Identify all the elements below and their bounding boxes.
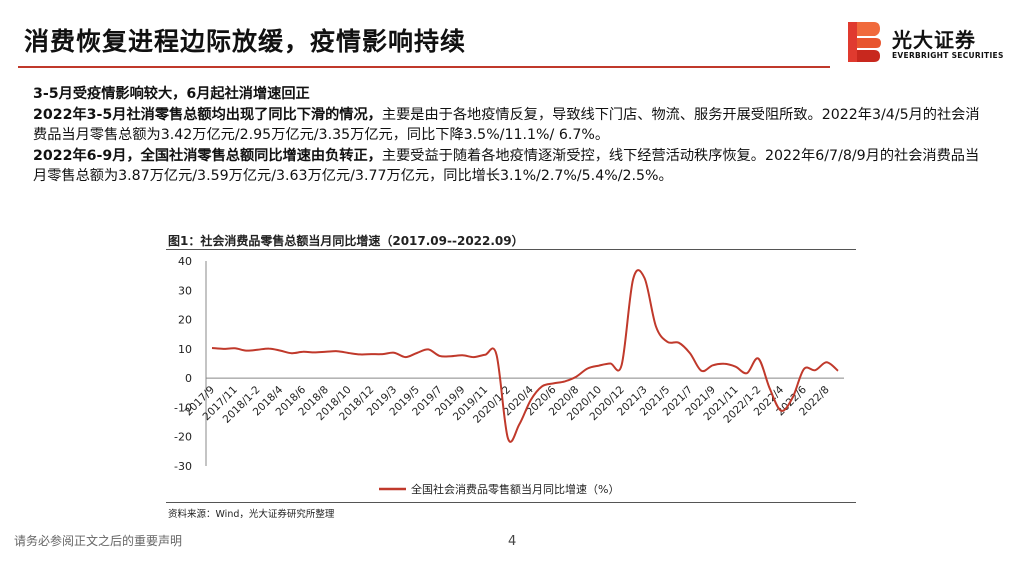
- figure-top-rule: [166, 249, 856, 250]
- paragraph-3-rest: 主要受益于随着各地疫情逐渐受控，线下经营活动秩序恢复。2022年6/7/8/9月…: [33, 147, 980, 185]
- y-tick-label: 0: [185, 372, 192, 385]
- everbright-logo-icon: [848, 22, 881, 62]
- y-tick-label: 40: [178, 255, 192, 268]
- y-tick-label: 30: [178, 284, 192, 297]
- logo-name-cn: 光大证券: [892, 28, 976, 52]
- paragraph-2-rest: 主要是由于各地疫情反复，导致线下门店、物流、服务开展受阻所致。2022年3/4/…: [33, 106, 980, 144]
- paragraph-2: 2022年3-5月社消零售总额均出现了同比下滑的情况，主要是由于各地疫情反复，导…: [33, 105, 983, 146]
- figure-title: 图1：社会消费品零售总额当月同比增速（2017.09--2022.09）: [168, 234, 524, 248]
- page-title: 消费恢复进程边际放缓，疫情影响持续: [24, 27, 467, 56]
- paragraph-2-lead: 2022年3-5月社消零售总额均出现了同比下滑的情况，: [33, 106, 382, 123]
- legend-label: 全国社会消费品零售额当月同比增速（%）: [411, 482, 619, 496]
- y-tick-label: 10: [178, 343, 192, 356]
- figure-bottom-rule: [166, 502, 856, 503]
- paragraph-1: 3-5月受疫情影响较大，6月起社消增速回正: [33, 86, 310, 102]
- y-tick-label: -10: [174, 401, 192, 414]
- series-line: [211, 269, 839, 443]
- logo-name-en: EVERBRIGHT SECURITIES: [892, 51, 1004, 60]
- title-divider: [18, 66, 830, 68]
- paragraph-3: 2022年6-9月，全国社消零售总额同比增速由负转正，主要受益于随着各地疫情逐渐…: [33, 146, 983, 187]
- company-logo: 光大证券 EVERBRIGHT SECURITIES: [848, 22, 1018, 62]
- page-number: 4: [508, 534, 517, 549]
- disclaimer: 请务必参阅正文之后的重要声明: [14, 534, 183, 548]
- paragraph-3-lead: 2022年6-9月，全国社消零售总额同比增速由负转正，: [33, 147, 382, 164]
- y-tick-label: -20: [174, 431, 192, 444]
- y-tick-label: 20: [178, 314, 192, 327]
- y-tick-label: -30: [174, 460, 192, 473]
- body-text: 3-5月受疫情影响较大，6月起社消增速回正 2022年3-5月社消零售总额均出现…: [33, 84, 983, 187]
- sales-growth-line-chart: -30-20-100102030402017/92017/112018/1-22…: [174, 255, 844, 496]
- figure-source: 资料来源：Wind，光大证券研究所整理: [168, 509, 335, 520]
